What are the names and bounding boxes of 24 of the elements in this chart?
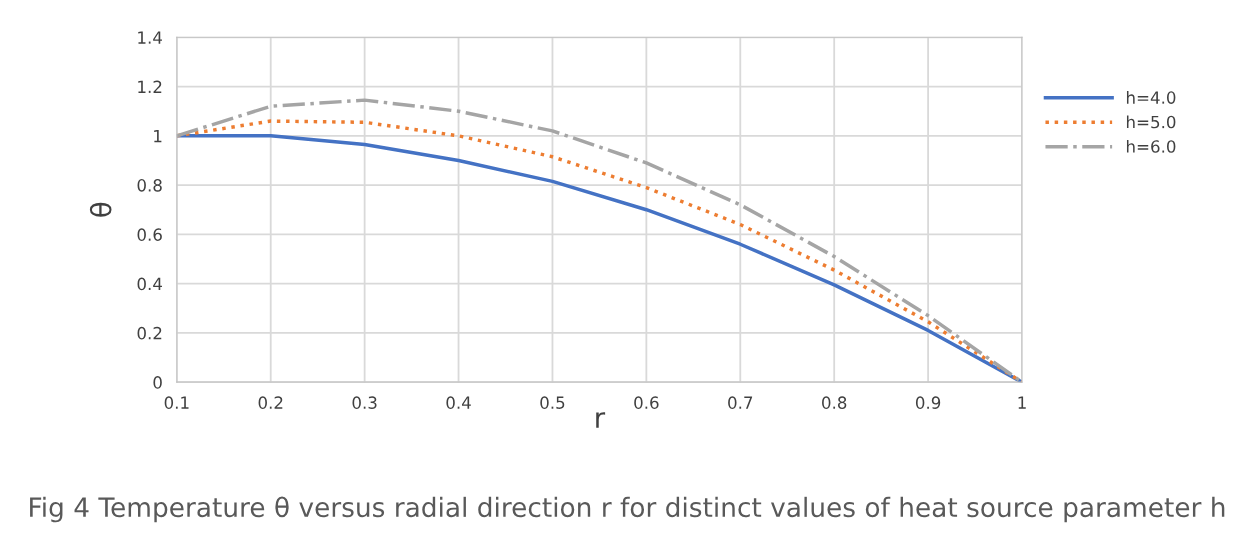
x-tick-label: 0.5 <box>540 396 565 409</box>
legend-label: h=6.0 <box>1126 139 1176 153</box>
x-tick-label: 1 <box>1018 396 1026 409</box>
legend-label: h=4.0 <box>1126 90 1176 104</box>
x-tick-label: 0.6 <box>634 396 659 409</box>
x-tick-label: 0.9 <box>915 396 941 409</box>
x-axis-title: r <box>596 412 606 428</box>
x-tick-label: 0.1 <box>164 396 189 409</box>
y-tick-label: 1 <box>154 130 162 143</box>
x-tick-label: 0.3 <box>352 396 377 409</box>
x-tick-label: 0.8 <box>822 396 847 409</box>
legend-label: h=5.0 <box>1126 115 1176 129</box>
text: Fig 4 Temperature θ versus radial direction r for distinct values of heat source parameter h <box>30 496 1225 523</box>
y-tick-label: 0.2 <box>137 326 162 340</box>
x-tick-label: 0.7 <box>728 396 753 409</box>
y-tick-label: 0.4 <box>137 277 162 291</box>
x-tick-label: 0.2 <box>258 396 283 409</box>
y-tick-label: 1.4 <box>138 31 162 44</box>
y-tick-label: 1.2 <box>138 80 162 93</box>
y-axis-title: θ <box>89 202 112 217</box>
y-tick-label: 0.8 <box>137 179 162 192</box>
y-tick-label: 0.6 <box>137 228 162 241</box>
y-tick-label: 0 <box>153 376 162 389</box>
x-tick-label: 0.4 <box>446 396 471 409</box>
